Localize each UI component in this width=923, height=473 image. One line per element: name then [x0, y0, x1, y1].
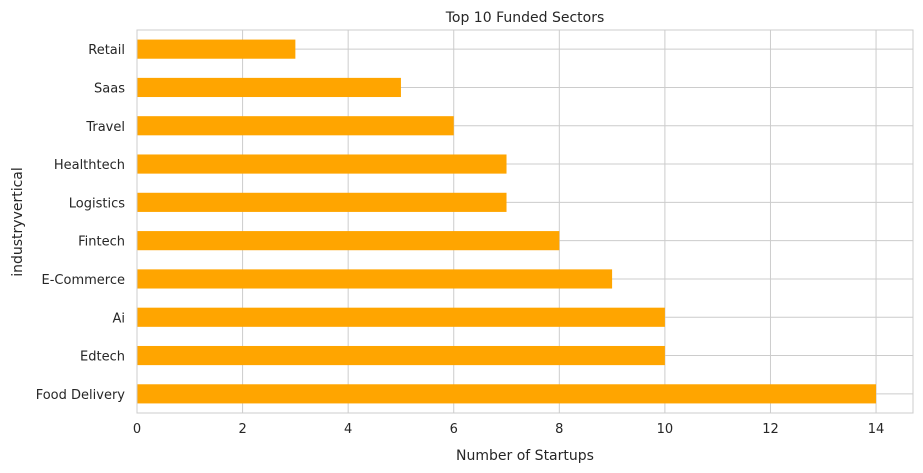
x-tick-label: 12: [762, 422, 779, 437]
y-tick-label: Travel: [85, 120, 125, 135]
y-tick-label: Food Delivery: [36, 388, 126, 403]
x-tick-label: 6: [450, 422, 458, 437]
bar-retail: [137, 39, 296, 59]
x-tick-label: 8: [555, 422, 563, 437]
y-tick-label: E-Commerce: [42, 273, 125, 288]
bar-logistics: [137, 192, 507, 212]
x-tick-label: 4: [344, 422, 352, 437]
x-tick-label: 2: [238, 422, 246, 437]
bar-edtech: [137, 345, 665, 366]
x-tick-label: 0: [133, 422, 141, 437]
y-tick-labels: Food Delivery Edtech Ai E-Commerce Fintech Lo…: [36, 43, 126, 403]
x-tick-labels: 0 2 4 6 8 10 12 14: [133, 422, 884, 437]
bar-e-commerce: [137, 269, 613, 289]
bar-ai: [137, 307, 665, 327]
bar-fintech: [137, 231, 560, 251]
x-tick-label: 14: [868, 422, 885, 437]
y-tick-label: Logistics: [69, 196, 125, 211]
x-axis-label: Number of Startups: [456, 448, 594, 464]
x-tick-label: 10: [657, 422, 674, 437]
chart-title: Top 10 Funded Sectors: [445, 10, 605, 26]
bar-travel: [137, 116, 454, 136]
y-tick-label: Fintech: [78, 235, 125, 250]
bar-saas: [137, 77, 401, 98]
y-tick-label: Ai: [112, 311, 125, 326]
y-tick-label: Edtech: [80, 350, 125, 365]
y-tick-label: Saas: [94, 81, 125, 96]
y-tick-label: Retail: [88, 43, 125, 58]
y-tick-label: Healthtech: [54, 158, 125, 173]
bars: [137, 39, 877, 404]
bar-healthtech: [137, 154, 507, 174]
plot-frame: [136, 29, 914, 414]
y-axis-label: industryvertical: [10, 167, 26, 277]
bar-food-delivery: [137, 384, 877, 404]
